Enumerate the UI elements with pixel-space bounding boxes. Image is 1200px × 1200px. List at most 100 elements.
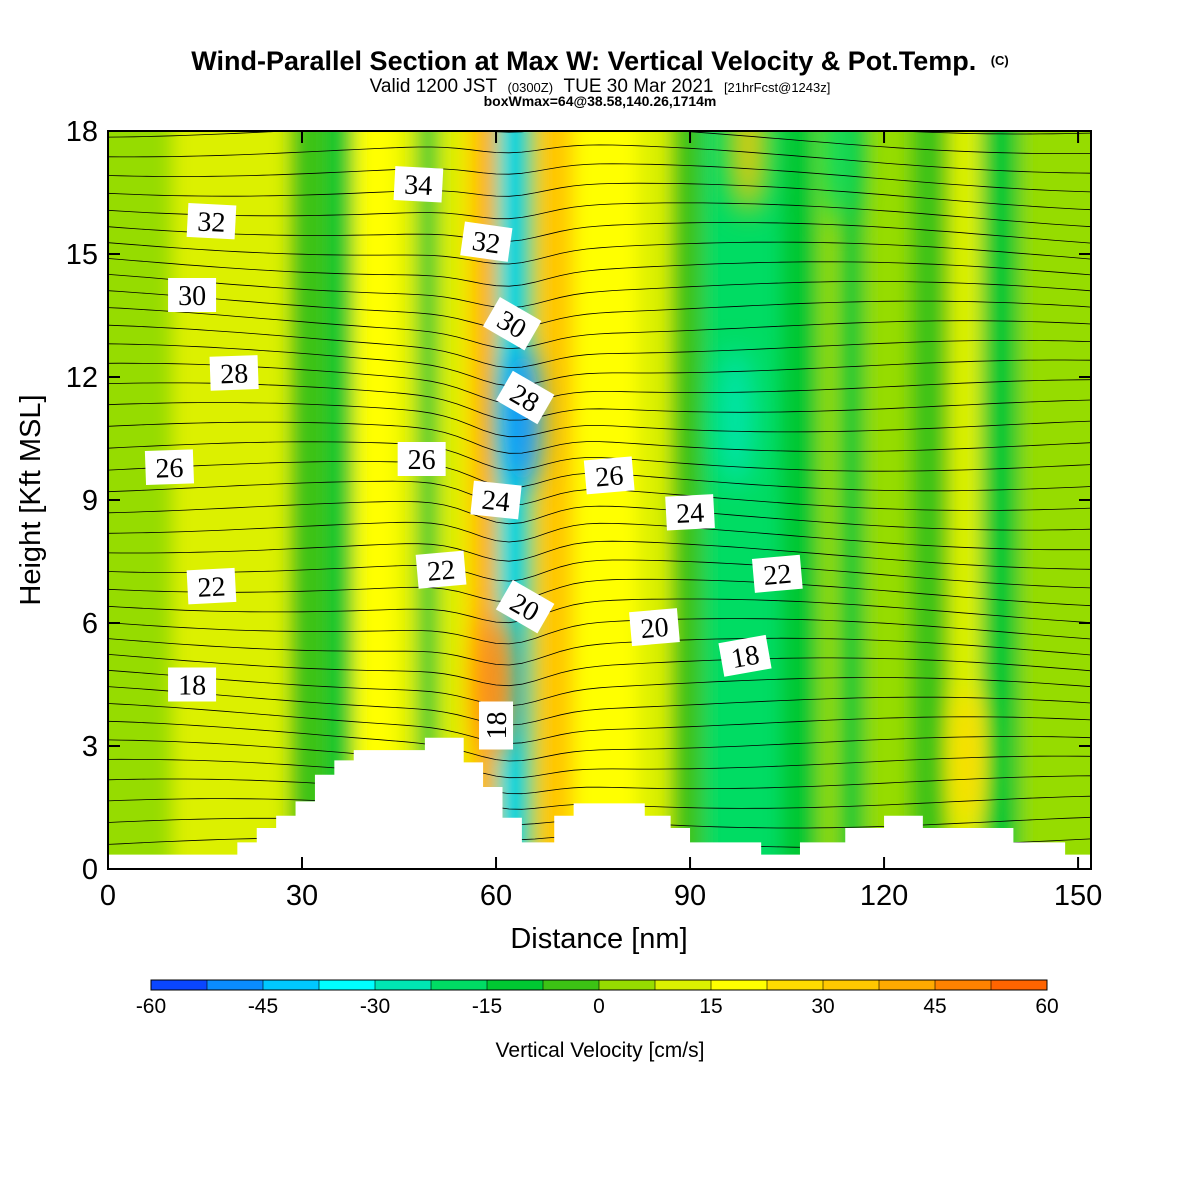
chart-title-line: Wind-Parallel Section at Max W: Vertical…	[191, 46, 1008, 76]
colorbar: -60 -45 -30 -15 0 15 30 45 60	[136, 979, 1059, 1018]
colorbar-swatch	[991, 980, 1048, 990]
velocity-band	[573, 131, 639, 869]
x-axis-ticks: 0 30 60 90 120 150	[100, 131, 1102, 912]
isentrope-label-box	[393, 166, 444, 203]
isentrope-label: 26	[144, 449, 195, 486]
y-axis-ticks: 0 3 6 9 12 15 18	[66, 116, 1091, 886]
isentrope-label-text: 22	[762, 559, 793, 592]
velocity-band	[418, 131, 438, 869]
isentrope-label: 30	[168, 278, 217, 312]
isentrope-label-box	[482, 296, 542, 351]
isentrope-label-box	[495, 579, 555, 634]
y-axis-label: Height [Kft MSL]	[15, 394, 47, 605]
isentrope-label-box	[751, 554, 803, 593]
x-tick-label: 30	[286, 880, 318, 912]
isentrope-label: 34	[393, 166, 444, 203]
isentrope-label-text: 20	[639, 612, 670, 645]
isentrope-label-text: 32	[197, 206, 227, 238]
colorbar-tick-label: 45	[923, 995, 946, 1018]
colorbar-tick-label: -15	[472, 995, 502, 1018]
box-info: boxWmax=64@38.58,140.26,1714m	[484, 93, 717, 109]
isentrope-line	[108, 222, 1091, 244]
colorbar-tick-label: 0	[593, 995, 605, 1018]
subtitle-forecast: [21hrFcst@1243z]	[724, 80, 830, 95]
isentrope-label: 22	[751, 554, 803, 593]
isentrope-line	[108, 739, 1091, 779]
velocity-band	[399, 131, 419, 869]
isentrope-line	[108, 521, 1091, 551]
isentrope-label: 18	[479, 701, 514, 750]
velocity-band	[638, 131, 671, 869]
isentrope-label: 26	[397, 442, 446, 476]
colorbar-tick-label: -45	[248, 995, 278, 1018]
chart-subtitle-line: Valid 1200 JST (0300Z) TUE 30 Mar 2021 […	[370, 76, 831, 97]
isentrope-line	[108, 720, 1091, 762]
isentrope-label-box	[495, 370, 555, 425]
isentrope-line	[108, 241, 1091, 265]
isentrope-line	[108, 669, 1091, 707]
isentrope-line	[108, 324, 1091, 369]
isentrope-label-box	[209, 355, 259, 391]
colorbar-swatch	[431, 980, 488, 990]
isentrope-label: 20	[629, 608, 680, 647]
isentrope-label: 32	[186, 202, 237, 240]
isentrope-line	[108, 578, 1091, 607]
terrain-mask	[108, 737, 1091, 869]
velocity-band	[327, 131, 354, 869]
isentrope-label: 28	[209, 355, 259, 391]
velocity-band	[864, 131, 910, 869]
y-tick-label: 6	[82, 608, 98, 640]
velocity-band	[909, 131, 949, 869]
chart-title: Wind-Parallel Section at Max W: Vertical…	[191, 46, 976, 76]
colorbar-swatch	[823, 980, 880, 990]
colorbar-tick-label: -30	[360, 995, 390, 1018]
isentrope-label-box	[397, 442, 446, 476]
isentrope-label-text: 24	[675, 498, 705, 530]
isentrope-line	[108, 540, 1091, 570]
isentrope-line	[108, 343, 1091, 387]
isentrope-label: 18	[718, 634, 772, 677]
colorbar-swatch	[151, 980, 208, 990]
isentrope-label-text: 22	[197, 571, 227, 603]
y-tick-label: 3	[82, 731, 98, 763]
isentrope-label-box	[168, 667, 217, 702]
isentrope-label-text: 32	[470, 226, 502, 261]
isentrope-line	[108, 559, 1091, 589]
velocity-band	[463, 131, 477, 869]
velocity-field	[108, 131, 1091, 869]
colorbar-swatch	[767, 980, 824, 990]
y-tick-label: 9	[82, 485, 98, 517]
colorbar-swatch	[935, 980, 992, 990]
colorbar-title: Vertical Velocity [cm/s]	[496, 1039, 705, 1062]
isentrope-label-text: 18	[178, 671, 206, 702]
isentrope-line	[108, 182, 1091, 211]
velocity-band	[172, 131, 290, 869]
isentrope-label: 24	[470, 480, 522, 520]
y-tick-label: 12	[66, 362, 98, 394]
velocity-feature	[950, 688, 987, 829]
x-tick-label: 150	[1054, 880, 1102, 912]
y-tick-label: 0	[82, 854, 98, 886]
isentrope-label-text: 18	[729, 640, 762, 675]
isentrope-label-box	[665, 494, 715, 531]
isentrope-line	[108, 618, 1091, 645]
isentrope-line	[108, 703, 1091, 744]
isentrope-line	[108, 290, 1091, 330]
isentrope-line	[892, 131, 1091, 135]
colorbar-swatch	[263, 980, 320, 990]
isentrope-label-text: 30	[178, 281, 206, 312]
y-tick-label: 18	[66, 116, 98, 148]
isentrope-line	[108, 202, 1091, 228]
velocity-band	[521, 131, 535, 869]
colorbar-tick-label: 60	[1035, 995, 1058, 1018]
isentrope-label-box	[629, 608, 680, 647]
isentrope-line	[108, 307, 1091, 350]
isentrope-line	[108, 758, 1091, 795]
isentrope-label: 26	[583, 456, 635, 495]
x-tick-label: 0	[100, 880, 116, 912]
isentrope-label-box	[460, 221, 513, 262]
velocity-band	[534, 131, 574, 869]
isentrope-line	[108, 382, 1091, 421]
